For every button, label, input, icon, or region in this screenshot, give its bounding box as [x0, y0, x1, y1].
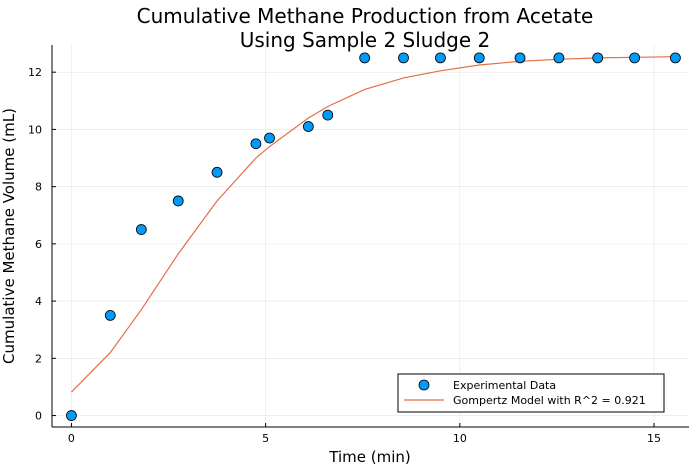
x-tick-label: 5	[262, 432, 269, 445]
y-tick-label: 4	[35, 295, 42, 308]
y-axis-label: Cumulative Methane Volume (mL)	[0, 108, 18, 364]
y-tick-label: 10	[28, 123, 42, 136]
experimental-data-point	[629, 52, 641, 64]
experimental-data-point	[398, 52, 409, 64]
legend-marker-experimental	[418, 379, 430, 391]
legend-label-experimental: Experimental Data	[453, 379, 556, 392]
chart-title-line2: Using Sample 2 Sludge 2	[240, 28, 490, 52]
experimental-data-point	[250, 138, 262, 150]
grid	[52, 45, 689, 427]
x-tick-label: 10	[453, 432, 467, 445]
experimental-data-point	[592, 52, 604, 64]
experimental-data-point	[322, 109, 334, 121]
axes	[51, 45, 689, 428]
y-tick-label: 6	[35, 238, 42, 251]
tick-labels: 0 5 10 15 0 2 4 6 8 10 12	[28, 66, 661, 445]
x-tick-label: 15	[647, 432, 661, 445]
experimental-data-point	[473, 52, 485, 64]
y-tick-label: 0	[35, 410, 42, 423]
y-tick-label: 2	[35, 352, 42, 365]
experimental-data-point	[104, 310, 116, 321]
chart-title-line1: Cumulative Methane Production from Aceta…	[137, 4, 594, 28]
experimental-data-point	[302, 121, 314, 132]
legend-label-gompertz: Gompertz Model with R^2 = 0.921	[453, 394, 646, 407]
experimental-data-point	[264, 132, 275, 144]
x-axis-label: Time (min)	[328, 448, 410, 466]
experimental-data-point	[670, 52, 681, 64]
experimental-data-point	[66, 410, 77, 421]
experimental-data-point	[553, 52, 565, 64]
legend: Experimental Data Gompertz Model with R^…	[397, 373, 665, 413]
gompertz-model-line	[70, 56, 676, 393]
experimental-data-point	[172, 195, 184, 207]
experimental-data-point	[514, 52, 526, 64]
legend-box	[397, 373, 665, 413]
y-tick-label: 8	[35, 181, 42, 194]
series	[66, 52, 681, 421]
x-tick-label: 0	[68, 432, 75, 445]
experimental-data-point	[435, 52, 446, 64]
experimental-data-point	[359, 52, 371, 64]
experimental-data-point	[211, 166, 223, 178]
y-tick-label: 12	[28, 66, 42, 79]
experimental-data-point	[135, 224, 147, 235]
